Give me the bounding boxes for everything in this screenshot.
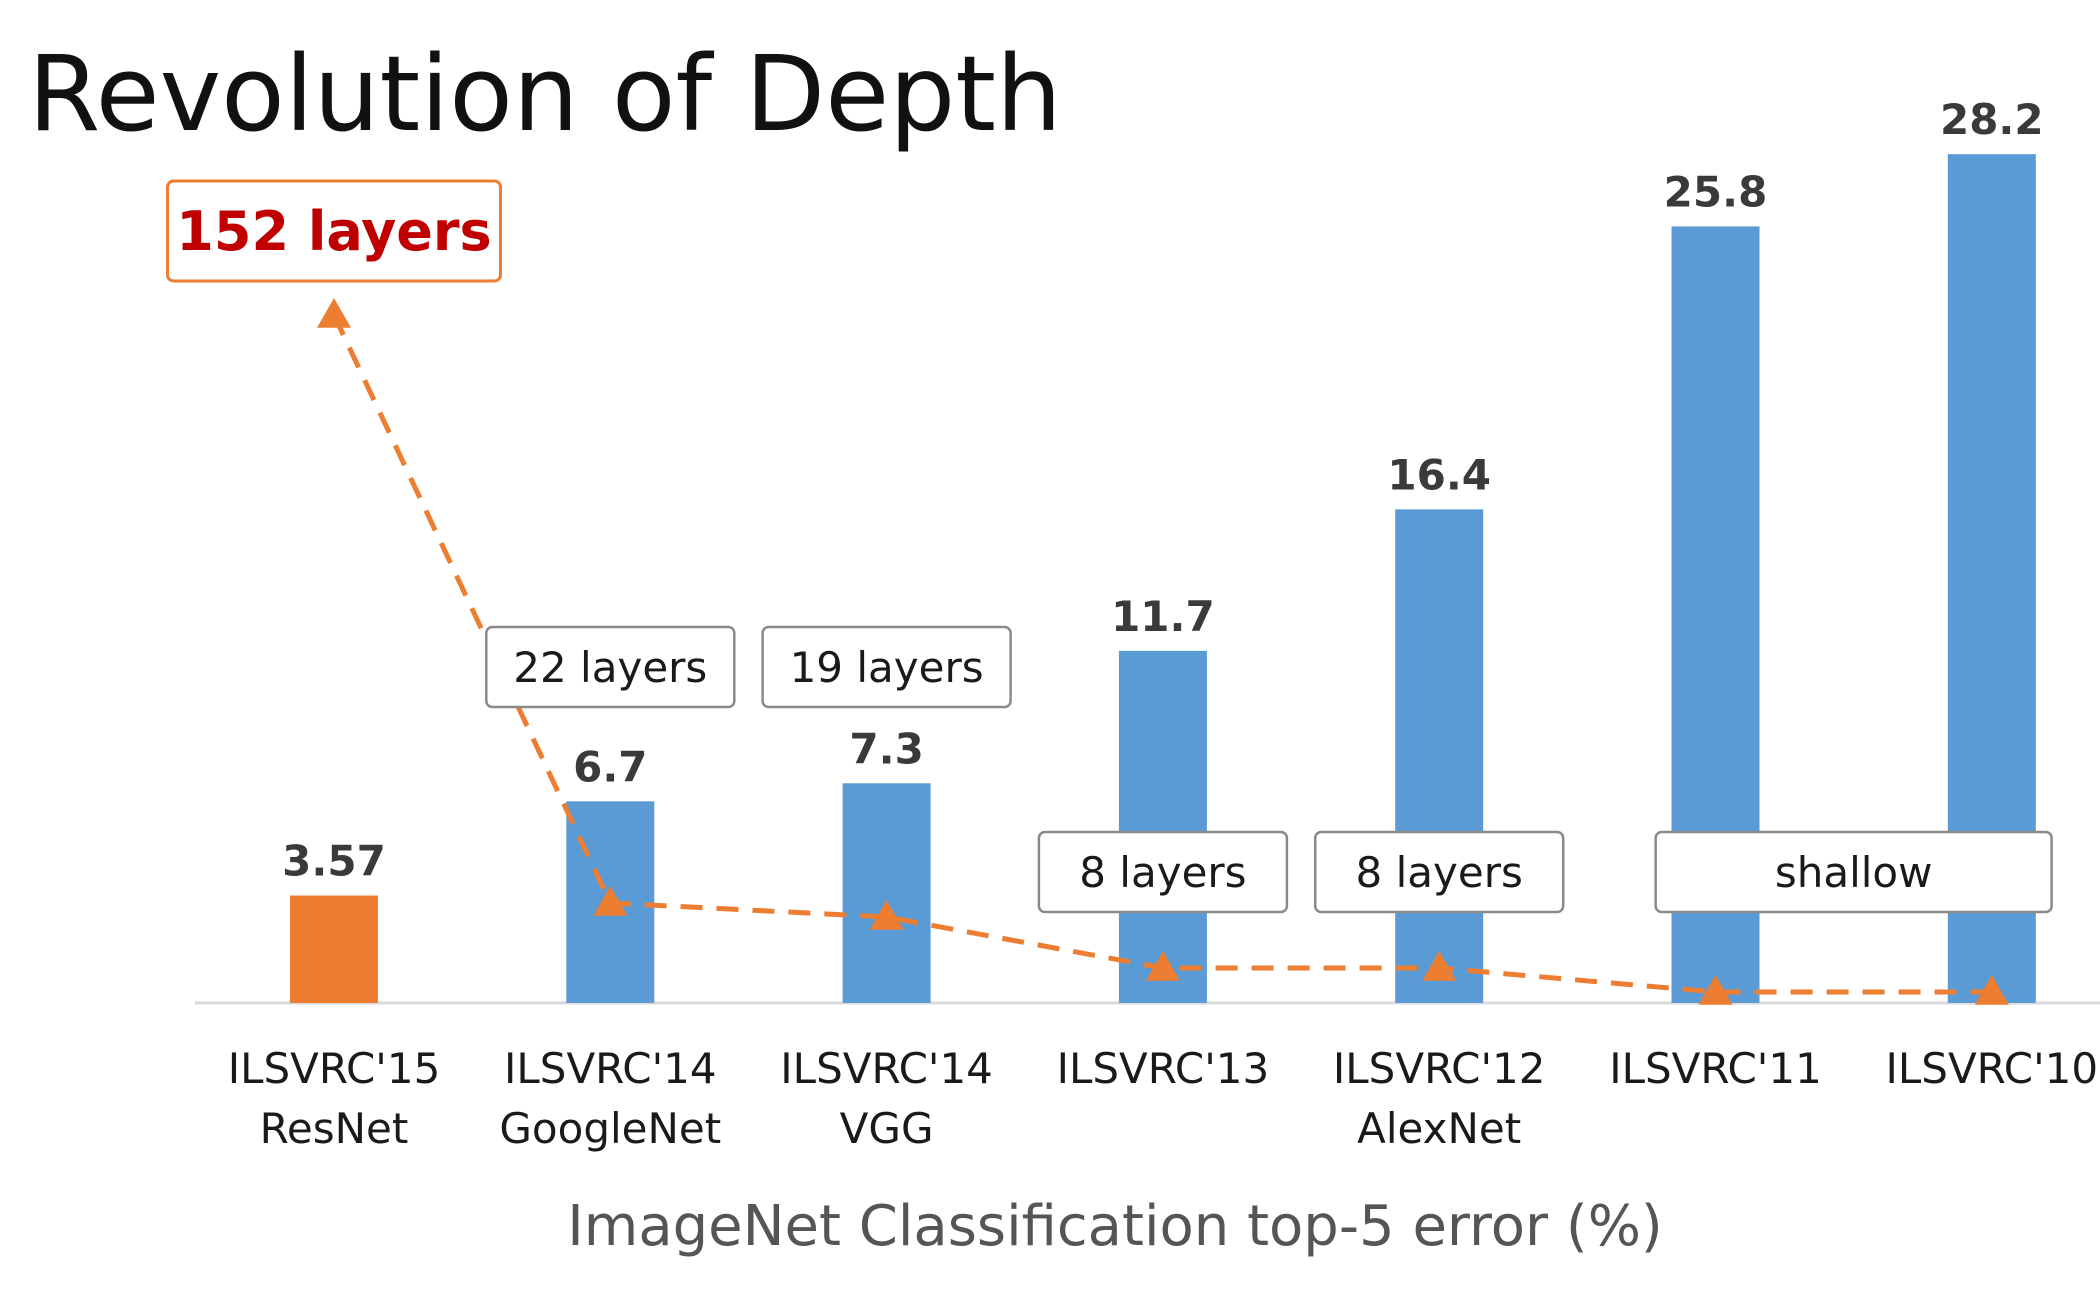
depth-label-box xyxy=(1654,830,2053,914)
x-tick-label: ResNet xyxy=(260,1104,409,1153)
bar xyxy=(1118,650,1207,1003)
depth-label-box xyxy=(1313,830,1565,914)
depth-marker xyxy=(1698,975,1733,1005)
depth-marker xyxy=(317,298,351,328)
x-tick-label: ILSVRC'12 xyxy=(1333,1044,1546,1093)
value-labels: 3.57 6.7 7.3 11.7 16.4 25.8 28.2 xyxy=(282,95,2043,885)
x-tick-label: ILSVRC'13 xyxy=(1057,1044,1270,1093)
depth-label: 19 layers xyxy=(790,643,984,692)
depth-label-box xyxy=(1037,830,1289,914)
depth-line xyxy=(317,298,2009,1005)
depth-marker xyxy=(1145,951,1180,981)
value-label: 11.7 xyxy=(1111,592,1215,641)
highlight-depth-label: 152 layers xyxy=(176,200,491,263)
value-label: 25.8 xyxy=(1664,167,1768,216)
value-label: 7.3 xyxy=(849,724,923,773)
x-tick-label: ILSVRC'14 xyxy=(504,1044,717,1093)
x-tick-label: ILSVRC'11 xyxy=(1609,1044,1822,1093)
value-label: 6.7 xyxy=(573,742,647,791)
x-tick-labels: ILSVRC'15 ResNet ILSVRC'14 GoogleNet ILSVRC'… xyxy=(228,1044,2098,1153)
depth-marker xyxy=(593,886,628,916)
depth-marker xyxy=(1422,951,1457,981)
depth-marker xyxy=(869,900,904,930)
x-tick-label: ILSVRC'10 xyxy=(1886,1044,2099,1093)
x-axis-title: ImageNet Classification top-5 error (%) xyxy=(567,1194,1663,1259)
chart-title: Revolution of Depth xyxy=(28,33,1062,155)
bar xyxy=(842,783,931,1003)
value-label: 28.2 xyxy=(1940,95,2044,144)
depth-label: 8 layers xyxy=(1356,848,1523,897)
depth-label: shallow xyxy=(1775,848,1933,897)
x-tick-label: ILSVRC'14 xyxy=(780,1044,993,1093)
depth-labels: 152 layers 22 layers 19 layers 8 layers 8 la… xyxy=(166,179,2053,914)
depth-label-box xyxy=(485,625,736,709)
depth-marker xyxy=(1974,975,2009,1005)
x-tick-label: ILSVRC'15 xyxy=(228,1044,441,1093)
bar xyxy=(290,895,378,1003)
depth-label-box xyxy=(761,625,1012,709)
depth-label: 22 layers xyxy=(513,643,707,692)
x-tick-label: AlexNet xyxy=(1357,1104,1521,1153)
highlight-depth-label-box xyxy=(166,179,502,283)
depth-label: 8 layers xyxy=(1079,848,1246,897)
value-label: 16.4 xyxy=(1387,450,1491,499)
x-tick-label: VGG xyxy=(840,1104,934,1153)
value-label: 3.57 xyxy=(282,837,386,886)
bar xyxy=(1395,509,1484,1003)
x-tick-label: GoogleNet xyxy=(499,1104,721,1153)
